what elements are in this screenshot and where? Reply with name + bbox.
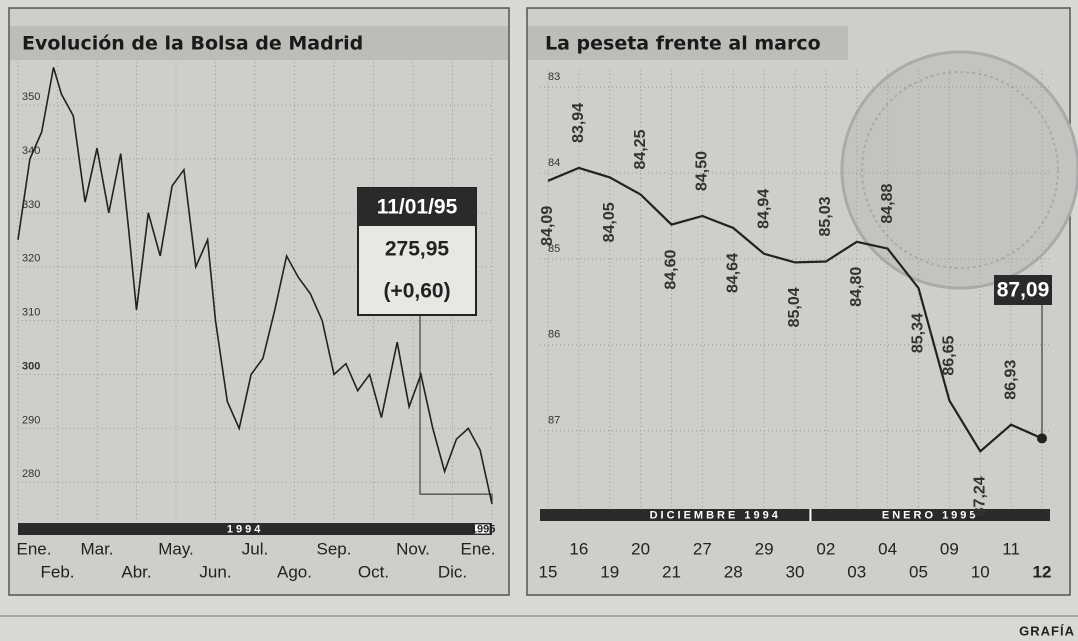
value-label: 85,03 — [817, 196, 834, 236]
x-tick-label: Jul. — [242, 539, 268, 558]
x-tick-label: 03 — [847, 562, 866, 581]
value-label: 85,34 — [910, 313, 927, 353]
period-label: 1994 — [227, 523, 263, 535]
x-tick-label: Jun. — [199, 562, 231, 581]
x-tick-label: Ago. — [277, 562, 312, 581]
x-tick-label: 29 — [755, 539, 774, 558]
x-tick-label: Nov. — [396, 539, 430, 558]
value-label: 84,80 — [848, 267, 865, 307]
x-tick-label: Ene. — [17, 539, 52, 558]
period-label: 1995 — [471, 523, 495, 535]
x-tick-label: Dic. — [438, 562, 467, 581]
value-label: 84,25 — [632, 129, 649, 169]
y-tick-label: 300 — [22, 360, 40, 372]
y-tick-label: 87 — [548, 415, 560, 427]
value-label: 86,65 — [941, 336, 958, 376]
y-tick-label: 320 — [22, 253, 40, 265]
chart-title: Evolución de la Bolsa de Madrid — [22, 33, 363, 55]
page: GRAFÍA Evolución de la Bolsa de Madrid 28… — [0, 0, 1078, 641]
period-label: ENERO 1995 — [882, 509, 979, 521]
x-tick-label: 28 — [724, 562, 743, 581]
footer-credit: GRAFÍA — [1019, 623, 1075, 638]
end-point — [1037, 433, 1047, 443]
x-tick-label: 27 — [693, 539, 712, 558]
x-tick-label: 21 — [662, 562, 681, 581]
y-tick-label: 280 — [22, 468, 40, 480]
value-label: 86,93 — [1002, 360, 1019, 400]
x-tick-label: Feb. — [40, 562, 74, 581]
annotation-value: 275,95 — [385, 238, 450, 261]
x-tick-label: 09 — [940, 539, 959, 558]
value-label: 84,60 — [663, 249, 680, 289]
value-label: 84,88 — [879, 184, 896, 224]
y-tick-label: 350 — [22, 91, 40, 103]
y-tick-label: 330 — [22, 199, 40, 211]
annotation-date: 11/01/95 — [377, 196, 458, 219]
y-tick-label: 83 — [548, 71, 560, 83]
x-tick-label: Ene. — [461, 539, 496, 558]
x-tick-label: 15 — [539, 562, 558, 581]
value-label: 84,50 — [694, 151, 711, 191]
value-label: 87,24 — [971, 476, 988, 516]
value-label: 84,05 — [601, 202, 618, 242]
x-tick-label: May. — [158, 539, 194, 558]
y-tick-label: 86 — [548, 329, 560, 341]
chart-title: La peseta frente al marco — [545, 33, 821, 55]
x-tick-label: 20 — [631, 539, 650, 558]
value-label: 85,04 — [786, 287, 803, 327]
x-tick-label: 30 — [786, 562, 805, 581]
y-tick-label: 290 — [22, 414, 40, 426]
x-tick-label: Mar. — [80, 539, 113, 558]
x-tick-label: 02 — [816, 539, 835, 558]
x-tick-label: 04 — [878, 539, 897, 558]
x-tick-label: Sep. — [317, 539, 352, 558]
value-label: 84,94 — [755, 189, 772, 229]
value-label: 83,94 — [570, 103, 587, 143]
x-tick-label: 12 — [1033, 562, 1052, 581]
x-tick-label: 10 — [971, 562, 990, 581]
value-label: 87,09 — [997, 279, 1050, 302]
value-label: 84,09 — [539, 206, 556, 246]
x-tick-label: 11 — [1002, 539, 1020, 558]
value-label: 84,64 — [724, 253, 741, 293]
x-tick-label: 05 — [909, 562, 928, 581]
y-tick-label: 310 — [22, 307, 40, 319]
x-tick-label: Abr. — [121, 562, 151, 581]
period-label: DICIEMBRE 1994 — [650, 509, 781, 521]
x-tick-label: Oct. — [358, 562, 389, 581]
annotation-change: (+0,60) — [383, 280, 450, 303]
x-tick-label: 16 — [569, 539, 588, 558]
y-tick-label: 84 — [548, 157, 560, 169]
x-tick-label: 19 — [600, 562, 619, 581]
